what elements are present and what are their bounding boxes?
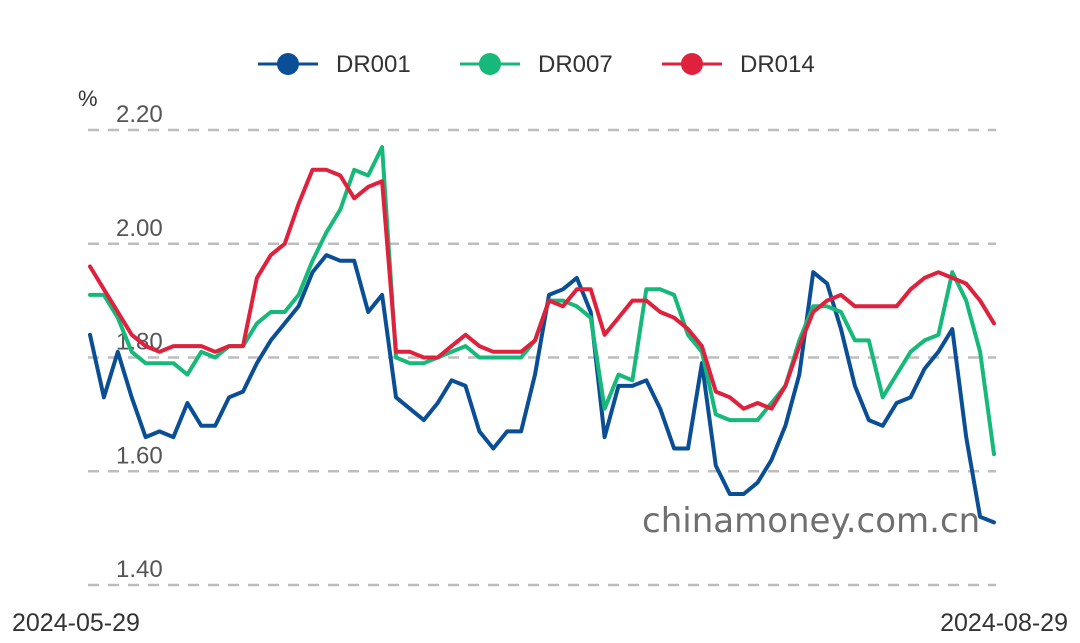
y-tick-label: 1.40 [116, 556, 163, 583]
legend-item-dr014[interactable]: DR014 [662, 51, 815, 78]
legend-item-dr001[interactable]: DR001 [258, 51, 411, 78]
end-date-label: 2024-08-29 [940, 609, 1068, 637]
start-date-label: 2024-05-29 [12, 609, 140, 637]
legend-label: DR001 [336, 51, 411, 78]
series-lines [88, 145, 996, 525]
legend-label: DR007 [538, 51, 613, 78]
legend-dot-marker [681, 53, 703, 75]
y-axis-ticks: 2.202.001.801.601.40 [116, 101, 163, 583]
legend[interactable]: DR001 DR007 DR014 [258, 51, 815, 78]
legend-label: DR014 [740, 51, 815, 78]
series-line-dr001 [88, 253, 996, 525]
legend-item-dr007[interactable]: DR007 [460, 51, 613, 78]
legend-dot-marker [277, 53, 299, 75]
legend-dot-marker [479, 53, 501, 75]
y-tick-label: 2.00 [116, 215, 163, 242]
y-tick-label: 2.20 [116, 101, 163, 128]
y-axis-unit-label: % [78, 86, 98, 111]
y-tick-label: 1.60 [116, 442, 163, 469]
series-line-dr014 [88, 167, 996, 411]
watermark-text: chinamoney.com.cn [642, 501, 980, 541]
